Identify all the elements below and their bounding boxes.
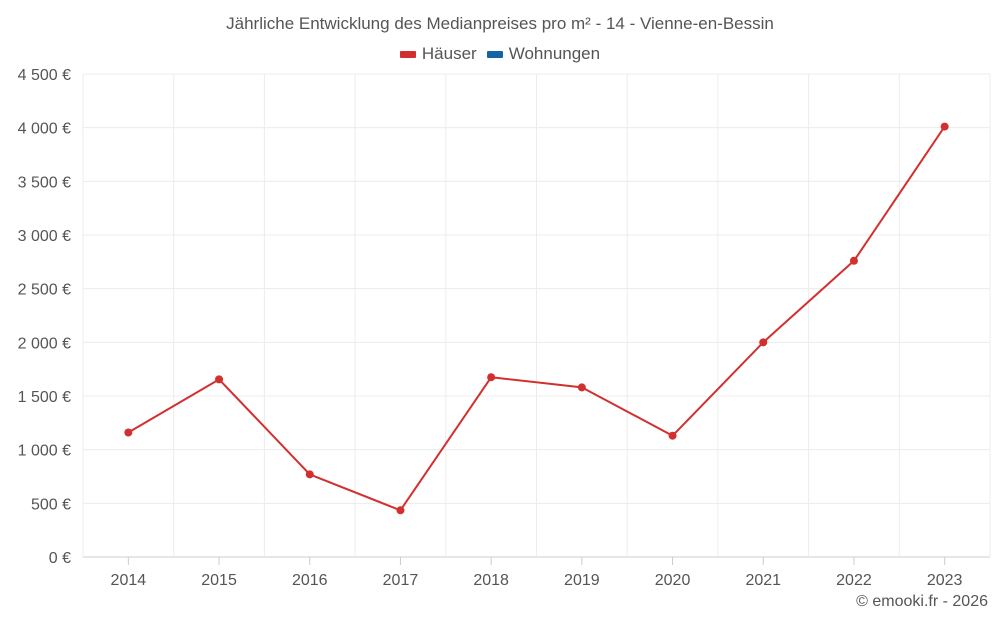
legend-item-wohnungen[interactable]: Wohnungen [486, 44, 601, 64]
data-point [577, 383, 586, 392]
legend-label-wohnungen: Wohnungen [508, 44, 601, 63]
x-tick-label: 2017 [383, 572, 419, 589]
data-point [759, 338, 768, 347]
data-point [849, 256, 858, 265]
y-tick-label: 2 500 € [18, 282, 71, 299]
x-tick-label: 2015 [201, 572, 237, 589]
x-tick-label: 2020 [655, 572, 691, 589]
y-tick-label: 500 € [31, 496, 71, 513]
y-tick-label: 1 000 € [18, 443, 71, 460]
legend-label-haeuser: Häuser [421, 44, 477, 63]
credit-text: © emooki.fr - 2026 [856, 593, 988, 610]
x-tick-label: 2019 [564, 572, 600, 589]
y-tick-label: 4 000 € [18, 121, 71, 138]
y-tick-label: 3 000 € [18, 228, 71, 245]
legend-swatch-wohnungen [486, 50, 503, 58]
legend: Häuser Wohnungen [0, 44, 1000, 64]
data-point [215, 375, 224, 384]
series-line [127, 126, 946, 512]
legend-item-haeuser[interactable]: Häuser [399, 44, 477, 64]
legend-swatch-haeuser [399, 50, 416, 58]
y-tick-label: 1 500 € [18, 389, 71, 406]
data-point [396, 506, 405, 515]
y-tick-label: 3 500 € [18, 174, 71, 191]
chart-title: Jährliche Entwicklung des Medianpreises … [226, 14, 774, 33]
x-tick-label: 2016 [292, 572, 328, 589]
y-tick-label: 0 € [49, 550, 71, 567]
x-tick-label: 2018 [473, 572, 509, 589]
data-point [305, 470, 314, 479]
x-tick-label: 2021 [745, 572, 781, 589]
y-tick-label: 4 500 € [18, 67, 71, 84]
y-tick-label: 2 000 € [18, 335, 71, 352]
x-tick-label: 2014 [111, 572, 147, 589]
data-point [940, 122, 949, 131]
data-point [668, 431, 677, 440]
x-tick-label: 2022 [836, 572, 872, 589]
data-point [124, 428, 133, 437]
x-tick-label: 2023 [927, 572, 963, 589]
data-point [487, 373, 496, 382]
